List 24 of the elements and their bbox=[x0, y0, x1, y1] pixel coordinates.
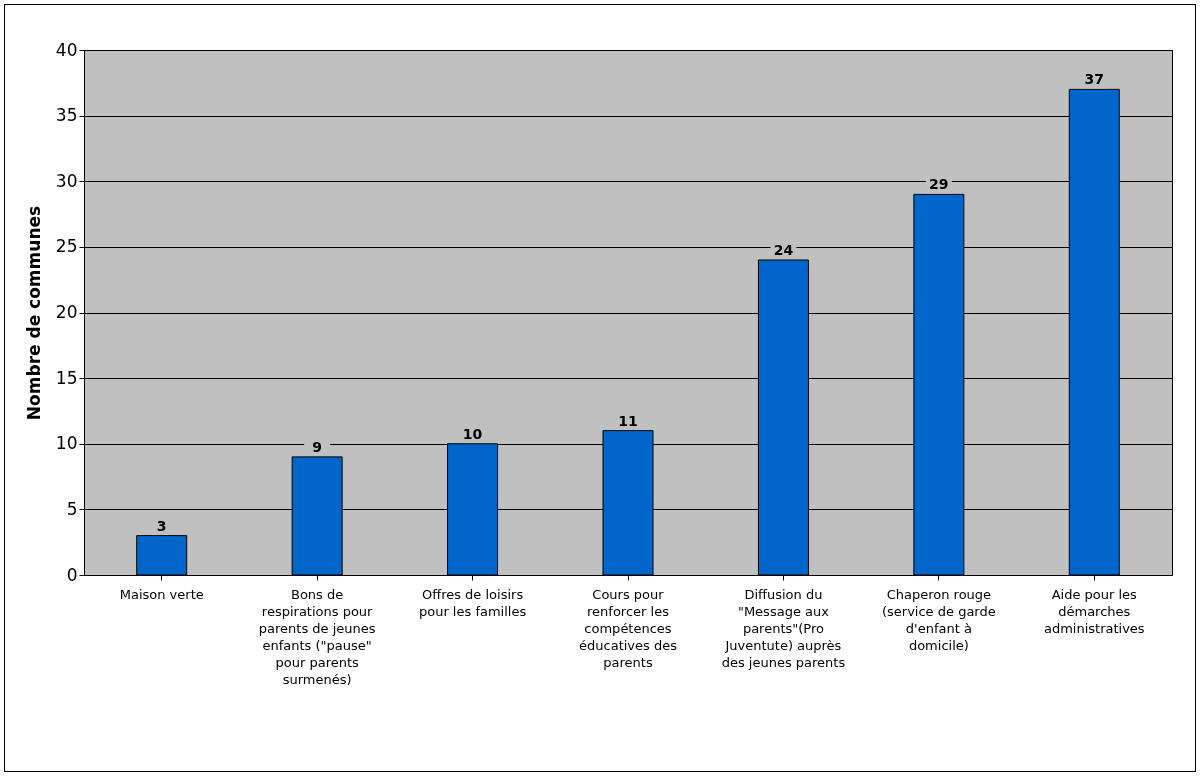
x-tick-label: Offres de loisirs pour les familles bbox=[418, 586, 527, 619]
data-label: 3 bbox=[156, 517, 167, 534]
x-tick-label: Diffusion du "Message aux parents"(Pro Juventute) auprès des jeunes parents bbox=[721, 586, 846, 670]
data-label: 10 bbox=[462, 425, 483, 442]
data-label: 29 bbox=[929, 176, 949, 193]
data-label: 9 bbox=[312, 438, 323, 455]
y-tick-label: 25 bbox=[55, 236, 78, 257]
x-tick-label: Cours pour renforcer les compétences éducatives des parents bbox=[579, 586, 678, 670]
y-tick-label: 35 bbox=[55, 105, 78, 126]
x-tick-label: Aide pour les démarches administratives bbox=[1043, 586, 1145, 636]
data-label: 37 bbox=[1084, 71, 1105, 88]
x-tick-label: Chaperon rouge (service de garde d'enfant à domicile) bbox=[881, 586, 996, 653]
y-tick-label: 40 bbox=[55, 39, 78, 60]
y-tick-label: 20 bbox=[55, 302, 78, 322]
x-tick-label: Maison verte bbox=[119, 586, 204, 602]
x-tick-label: Bons de respirations pour parents de jeunes enfants ("pause" pour parents surmenés) bbox=[258, 586, 376, 687]
data-label: 11 bbox=[618, 412, 638, 429]
data-label: 24 bbox=[773, 242, 794, 258]
y-tick-label: 5 bbox=[66, 498, 78, 519]
y-axis-title: Nombre de communes bbox=[23, 205, 44, 421]
y-tick-label: 10 bbox=[55, 433, 78, 454]
y-tick-label: 30 bbox=[55, 170, 78, 191]
y-tick-label: 0 bbox=[66, 564, 78, 585]
y-tick-label: 15 bbox=[55, 367, 78, 388]
